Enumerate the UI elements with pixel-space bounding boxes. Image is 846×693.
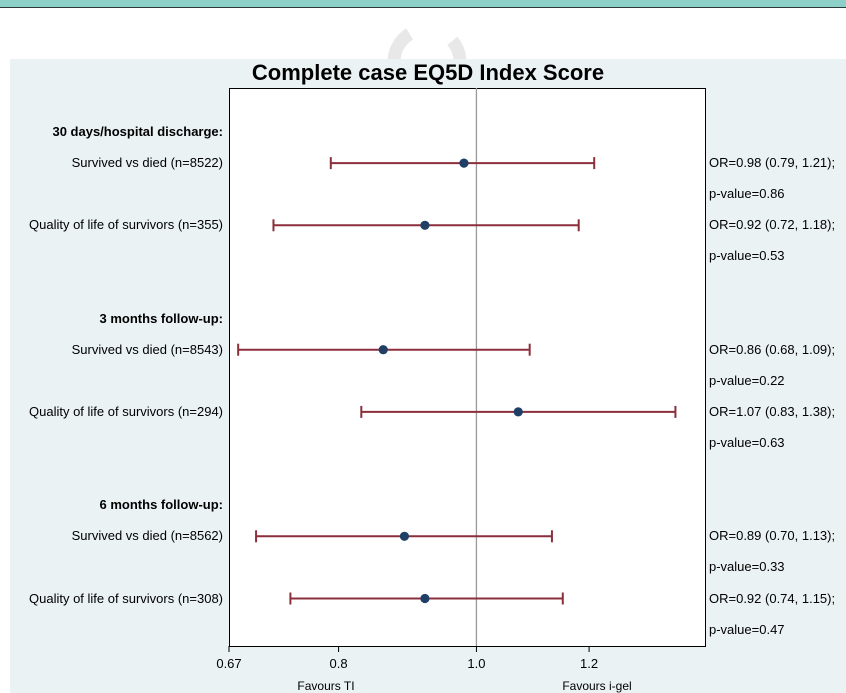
odds-ratio-text: OR=1.07 (0.83, 1.38); — [709, 403, 836, 419]
x-tick-label: 1.0 — [467, 656, 485, 671]
x-tick-label: 0.8 — [330, 656, 348, 671]
odds-ratio-point — [420, 593, 430, 604]
odds-ratio-point — [399, 531, 410, 541]
odds-ratio-point — [459, 158, 469, 168]
row-label: Quality of life of survivors (n=355) — [29, 217, 223, 233]
group-header: 6 months follow-up: — [99, 497, 223, 513]
odds-ratio-text: OR=0.92 (0.72, 1.18); — [709, 217, 836, 233]
odds-ratio-text: OR=0.89 (0.70, 1.13); — [709, 528, 836, 544]
p-value-text: p-value=0.47 — [709, 621, 785, 637]
chart-title: Complete case EQ5D Index Score — [251, 60, 605, 85]
favours-ti-label: Favours TI — [297, 679, 354, 693]
odds-ratio-point — [378, 345, 388, 355]
row-label: Survived vs died (n=8543) — [71, 341, 223, 357]
p-value-text: p-value=0.33 — [709, 559, 785, 575]
plot-region — [229, 88, 706, 647]
row-label: Survived vs died (n=8562) — [71, 528, 223, 544]
group-header: 3 months follow-up: — [99, 310, 223, 326]
group-header: 30 days/hospital discharge: — [52, 124, 223, 139]
odds-ratio-point — [513, 407, 523, 417]
favours-igel-label: Favours i-gel — [562, 679, 631, 693]
odds-ratio-point — [420, 220, 430, 230]
row-label: Quality of life of survivors (n=308) — [29, 590, 223, 606]
p-value-text: p-value=0.86 — [709, 186, 785, 202]
p-value-text: p-value=0.63 — [709, 435, 785, 450]
odds-ratio-text: OR=0.98 (0.79, 1.21); — [709, 155, 836, 171]
p-value-text: p-value=0.53 — [709, 248, 785, 264]
odds-ratio-text: OR=0.86 (0.68, 1.09); — [709, 341, 836, 357]
x-tick-label: 0.67 — [216, 656, 241, 671]
row-label: Survived vs died (n=8522) — [71, 155, 223, 171]
p-value-text: p-value=0.22 — [709, 372, 785, 388]
x-tick-label: 1.2 — [580, 656, 598, 671]
top-strip — [0, 0, 846, 8]
odds-ratio-text: OR=0.92 (0.74, 1.15); — [709, 590, 836, 606]
row-label: Quality of life of survivors (n=294) — [29, 403, 223, 419]
